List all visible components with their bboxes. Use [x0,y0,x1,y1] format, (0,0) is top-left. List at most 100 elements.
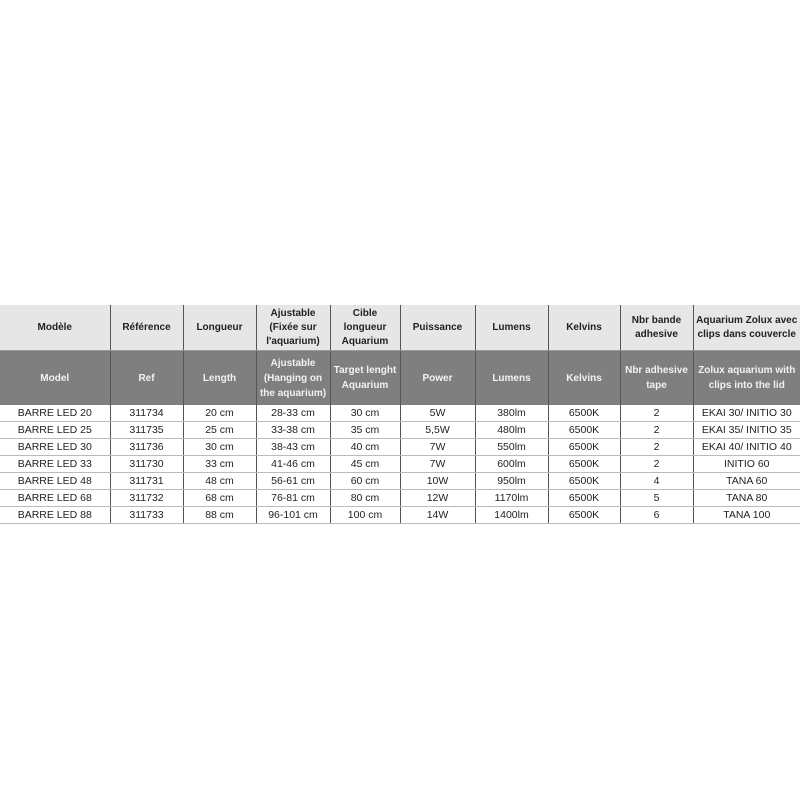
table-row: BARRE LED 68 311732 68 cm 76-81 cm 80 cm 12W 1… [0,489,800,507]
table-cell: 2 [619,421,693,439]
table-cell: 5W [399,405,475,422]
header-row-english: Model Ref Length Ajustable (Hanging on the … [0,350,800,405]
table-cell: 60 cm [329,472,400,490]
column-header-en: Kelvins [547,350,620,405]
column-header-fr: Ajustable (Fixée sur l'aquarium) [255,305,330,351]
column-header-en: Ref [109,350,183,405]
table-cell: EKAI 35/ INITIO 35 [692,421,800,439]
table-cell: BARRE LED 68 [0,489,110,507]
column-header-fr: Kelvins [547,305,620,351]
table-cell: 2 [619,438,693,456]
table-cell: BARRE LED 88 [0,506,110,524]
table-cell: 6500K [547,421,620,439]
table-cell: 2 [619,455,693,473]
table-cell: 311733 [109,506,183,524]
table-cell: 6 [619,506,693,524]
table-cell: BARRE LED 48 [0,472,110,490]
table-cell: 311736 [109,438,183,456]
table-cell: 45 cm [329,455,400,473]
table-cell: 28-33 cm [255,405,330,422]
table-cell: 30 cm [329,405,400,422]
column-header-fr: Puissance [399,305,475,351]
table-cell: 7W [399,438,475,456]
table-cell: 6500K [547,472,620,490]
header-row-french: Modèle Référence Longueur Ajustable (Fixée … [0,305,800,351]
table-cell: EKAI 40/ INITIO 40 [692,438,800,456]
column-header-en: Lumens [474,350,548,405]
table-row: BARRE LED 30 311736 30 cm 38-43 cm 40 cm 7W 55… [0,438,800,456]
table-cell: 311735 [109,421,183,439]
column-header-en: Ajustable (Hanging on the aquarium) [255,350,330,405]
table-cell: 14W [399,506,475,524]
table-cell: 76-81 cm [255,489,330,507]
column-header-fr: Aquarium Zolux avec clips dans couvercle [692,305,800,351]
table-row: BARRE LED 33 311730 33 cm 41-46 cm 45 cm 7W 60… [0,455,800,473]
table-cell: BARRE LED 20 [0,405,110,422]
column-header-en: Power [399,350,475,405]
table-cell: 5 [619,489,693,507]
table-cell: 311731 [109,472,183,490]
table-cell: TANA 100 [692,506,800,524]
table-cell: 88 cm [182,506,256,524]
table-cell: 6500K [547,438,620,456]
table-cell: 41-46 cm [255,455,330,473]
table-cell: 6500K [547,489,620,507]
column-header-en: Zolux aquarium with clips into the lid [692,350,800,405]
table-cell: 48 cm [182,472,256,490]
table-cell: 40 cm [329,438,400,456]
table-cell: TANA 80 [692,489,800,507]
table-row: BARRE LED 20 311734 20 cm 28-33 cm 30 cm 5W 38… [0,405,800,422]
column-header-fr: Nbr bande adhesive [619,305,693,351]
product-spec-table: Modèle Référence Longueur Ajustable (Fixée … [0,305,800,524]
column-header-en: Target lenght Aquarium [329,350,400,405]
table-cell: 96-101 cm [255,506,330,524]
table-cell: 2 [619,405,693,422]
table-row: BARRE LED 48 311731 48 cm 56-61 cm 60 cm 10W 9… [0,472,800,490]
table-cell: 38-43 cm [255,438,330,456]
column-header-fr: Cible longueur Aquarium [329,305,400,351]
table-cell: 10W [399,472,475,490]
table-cell: INITIO 60 [692,455,800,473]
table-cell: 68 cm [182,489,256,507]
table-cell: 6500K [547,405,620,422]
table-cell: 1400lm [474,506,548,524]
table-cell: 311732 [109,489,183,507]
table-cell: 380lm [474,405,548,422]
table-cell: 480lm [474,421,548,439]
column-header-en: Length [182,350,256,405]
table-cell: TANA 60 [692,472,800,490]
table-row: BARRE LED 25 311735 25 cm 33-38 cm 35 cm 5,5W… [0,421,800,439]
table-cell: 6500K [547,506,620,524]
column-header-en: Nbr adhesive tape [619,350,693,405]
table-body: BARRE LED 20 311734 20 cm 28-33 cm 30 cm 5W 38… [0,405,800,524]
column-header-en: Model [0,350,110,405]
table-cell: BARRE LED 33 [0,455,110,473]
table-cell: 600lm [474,455,548,473]
table-cell: 7W [399,455,475,473]
column-header-fr: Modèle [0,305,110,351]
table-cell: 311730 [109,455,183,473]
table-cell: EKAI 30/ INITIO 30 [692,405,800,422]
table-row: BARRE LED 88 311733 88 cm 96-101 cm 100 cm 14… [0,506,800,524]
table-cell: 33 cm [182,455,256,473]
table-cell: 550lm [474,438,548,456]
table-cell: 30 cm [182,438,256,456]
table-cell: 56-61 cm [255,472,330,490]
table-cell: 311734 [109,405,183,422]
table-cell: 12W [399,489,475,507]
table-cell: 20 cm [182,405,256,422]
table-cell: 35 cm [329,421,400,439]
table-cell: 25 cm [182,421,256,439]
table-cell: 4 [619,472,693,490]
table-cell: 1170lm [474,489,548,507]
table-cell: BARRE LED 30 [0,438,110,456]
table-cell: 6500K [547,455,620,473]
column-header-fr: Lumens [474,305,548,351]
table-cell: 5,5W [399,421,475,439]
table-cell: 33-38 cm [255,421,330,439]
table-cell: 100 cm [329,506,400,524]
column-header-fr: Longueur [182,305,256,351]
table-cell: 950lm [474,472,548,490]
table-cell: 80 cm [329,489,400,507]
column-header-fr: Référence [109,305,183,351]
